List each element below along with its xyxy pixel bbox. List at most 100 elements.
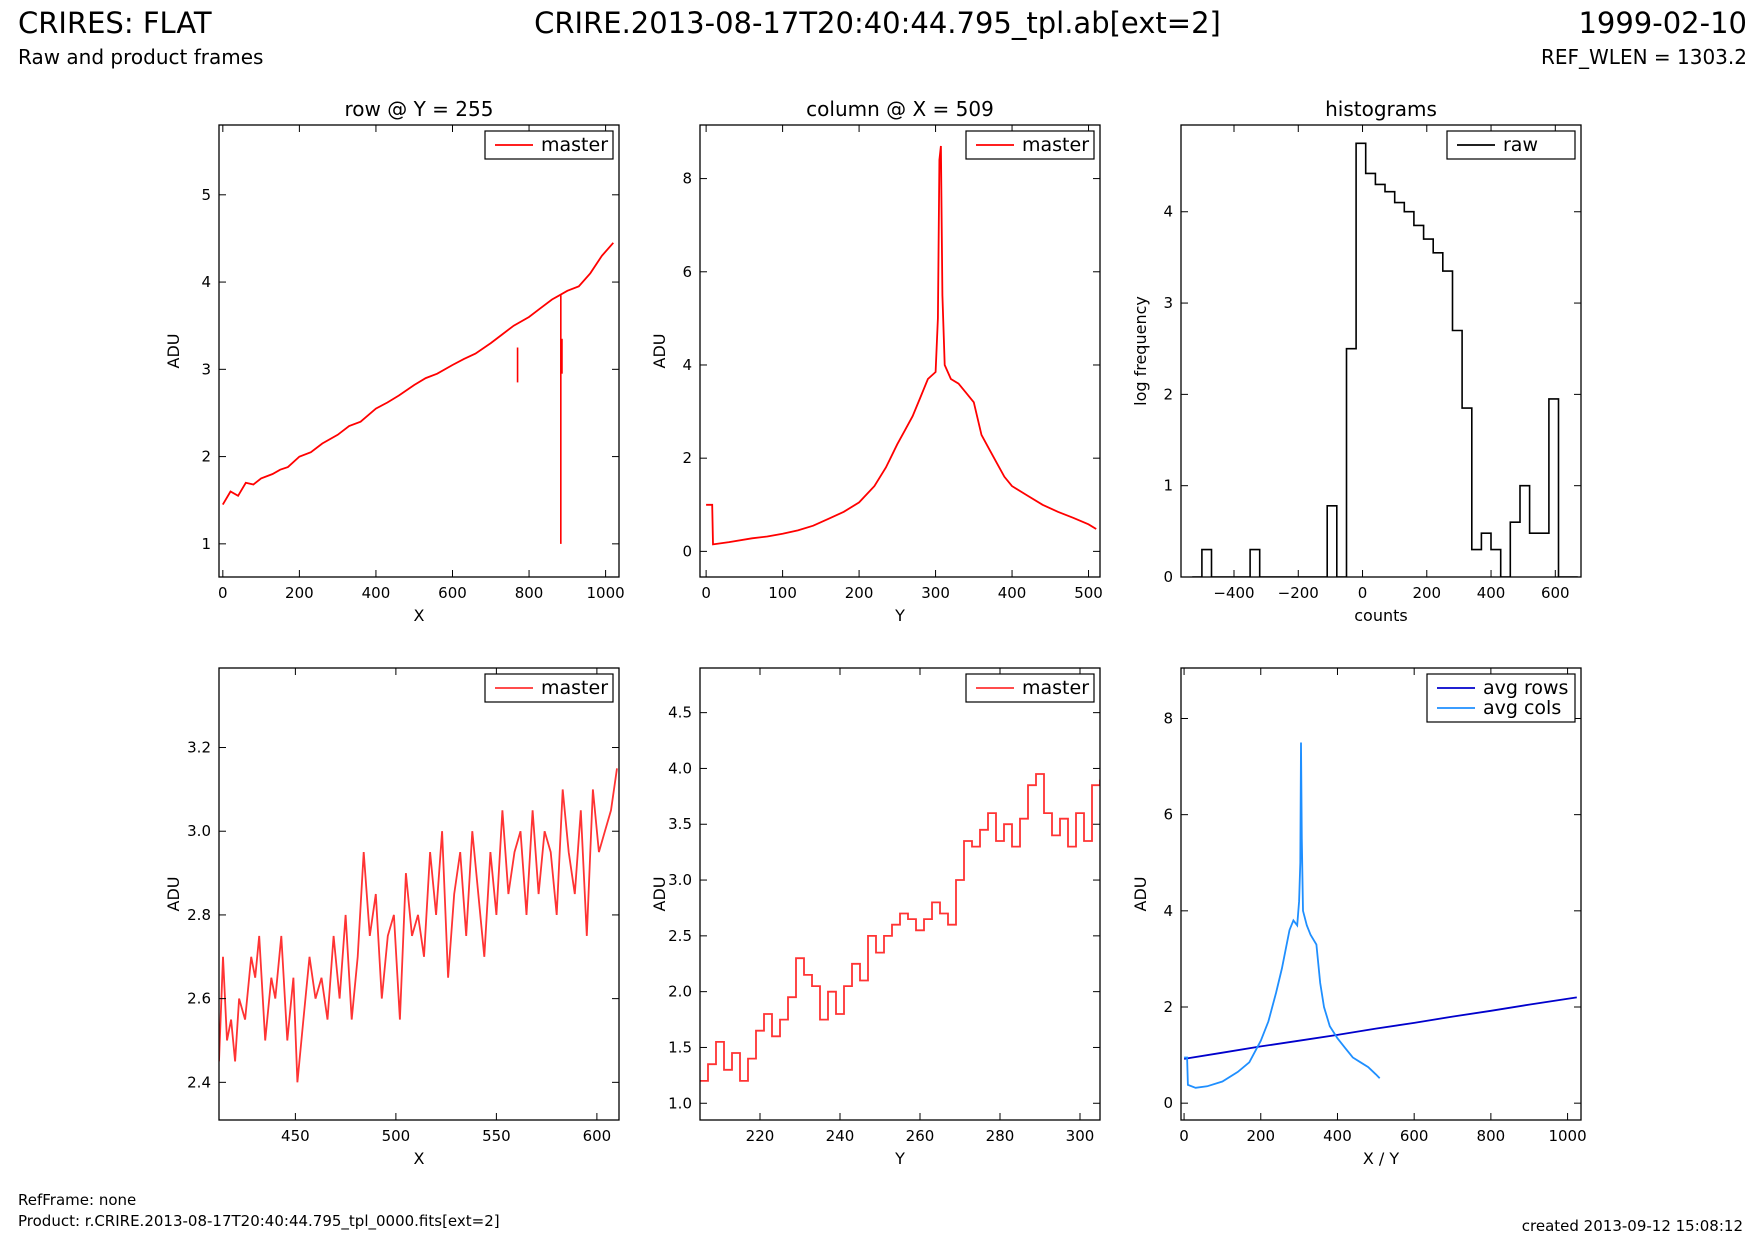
product-label: Product: r.CRIRE.2013-08-17T20:40:44.795…: [18, 1212, 500, 1230]
plot-frame: [1180, 124, 1582, 578]
y-axis-label: log frequency: [1131, 296, 1150, 406]
y-tick-label: 3.2: [187, 739, 211, 757]
y-axis-label: ADU: [1131, 877, 1150, 912]
plot-frame: [218, 667, 620, 1121]
x-axis-label: Y: [894, 606, 905, 625]
x-tick-label: 500: [382, 1127, 411, 1145]
chart-avg: 0 200 400 600 800 1000 0 2 4 6 8 X / Y ADU avg rowsav…: [1131, 667, 1587, 1168]
x-axis-label: X: [414, 1149, 425, 1168]
app-title: CRIRES: FLAT: [18, 6, 212, 40]
y-tick-label: 2: [1163, 385, 1173, 403]
x-tick-label: 200: [285, 584, 314, 602]
x-tick-label: 100: [768, 584, 797, 602]
chart-title: column @ X = 509: [806, 97, 994, 121]
legend-label: raw: [1503, 134, 1538, 156]
y-tick-label: 6: [1163, 806, 1173, 824]
x-tick-label: 240: [826, 1127, 855, 1145]
x-tick-label: 550: [482, 1127, 511, 1145]
legend: raw: [1446, 130, 1576, 160]
x-tick-label: 400: [1477, 584, 1506, 602]
series-line-0: [706, 145, 1097, 546]
y-axis-label: ADU: [164, 334, 183, 369]
series-line-0: [222, 242, 614, 506]
y-tick-label: 2: [682, 449, 692, 467]
y-tick-label: 4: [201, 273, 211, 291]
x-axis-label: X: [414, 606, 425, 625]
y-tick-label: 2.4: [187, 1073, 211, 1091]
x-tick-label: 0: [701, 584, 711, 602]
legend-label: avg rows: [1483, 677, 1568, 699]
x-tick-label: 300: [1066, 1127, 1095, 1145]
chart-title: histograms: [1325, 97, 1437, 121]
x-tick-label: 200: [845, 584, 874, 602]
plot-frame: [699, 124, 1101, 578]
x-tick-label: 800: [515, 584, 544, 602]
plot-frame: [699, 667, 1101, 1121]
chart-title: row @ Y = 255: [345, 97, 494, 121]
plot-frame: [218, 124, 620, 578]
x-tick-label: 450: [281, 1127, 310, 1145]
x-tick-label: 200: [1246, 1127, 1275, 1145]
series-line-0: [700, 773, 1100, 1082]
x-tick-label: −400: [1213, 584, 1254, 602]
file-title: CRIRE.2013-08-17T20:40:44.795_tpl.ab[ext…: [534, 6, 1221, 40]
legend: master: [484, 130, 614, 160]
y-tick-label: 3.0: [668, 871, 692, 889]
x-axis-label: X / Y: [1363, 1149, 1400, 1168]
x-tick-label: 400: [362, 584, 391, 602]
ref-frame-label: RefFrame: none: [18, 1191, 137, 1209]
y-tick-label: 4: [682, 356, 692, 374]
legend: master: [484, 673, 614, 703]
y-tick-label: 3.0: [187, 822, 211, 840]
x-tick-label: 260: [906, 1127, 935, 1145]
x-tick-label: −200: [1278, 584, 1319, 602]
y-tick-label: 4: [1163, 203, 1173, 221]
x-tick-label: 400: [998, 584, 1027, 602]
y-tick-label: 0: [682, 542, 692, 560]
x-tick-label: 200: [1412, 584, 1441, 602]
y-tick-label: 1.0: [668, 1094, 692, 1112]
y-tick-label: 8: [682, 170, 692, 188]
subtitle: Raw and product frames: [18, 45, 264, 69]
x-tick-label: 400: [1323, 1127, 1352, 1145]
series-line-1: [1184, 742, 1381, 1089]
date-label: 1999-02-10: [1578, 6, 1747, 40]
series-line-0: [1183, 996, 1577, 1060]
chart-row-zoom: 450 500 550 600 2.4 2.6 2.8 3.0 3.2 X ADU master: [164, 667, 620, 1168]
x-tick-label: 600: [438, 584, 467, 602]
x-tick-label: 0: [1179, 1127, 1189, 1145]
y-tick-label: 8: [1163, 709, 1173, 727]
legend-label: avg cols: [1483, 697, 1561, 719]
chart-histogram: histograms −400 −200 0 200 400 600 0 1 2 3 4 counts l…: [1131, 97, 1582, 625]
legend: master: [965, 673, 1095, 703]
y-tick-label: 4.5: [668, 704, 692, 722]
chart-row-full: row @ Y = 255 0 200 400 600 800 1000 1 2 3 4 5 X ADU m…: [164, 97, 625, 625]
x-tick-label: 1000: [587, 584, 625, 602]
x-tick-label: 500: [1074, 584, 1103, 602]
y-tick-label: 3: [1163, 294, 1173, 312]
legend-label: master: [1022, 677, 1089, 699]
legend: master: [965, 130, 1095, 160]
y-axis-label: ADU: [164, 877, 183, 912]
ref-wlen-label: REF_WLEN = 1303.2: [1540, 45, 1747, 69]
x-tick-label: 600: [1541, 584, 1570, 602]
x-tick-label: 1000: [1548, 1127, 1586, 1145]
y-tick-label: 6: [682, 263, 692, 281]
y-tick-label: 4: [1163, 902, 1173, 920]
y-axis-label: ADU: [650, 877, 669, 912]
legend-label: master: [1022, 134, 1089, 156]
y-tick-label: 2: [201, 448, 211, 466]
x-tick-label: 0: [218, 584, 228, 602]
x-tick-label: 800: [1477, 1127, 1506, 1145]
y-tick-label: 2.0: [668, 983, 692, 1001]
legend-label: master: [541, 134, 608, 156]
y-tick-label: 3.5: [668, 815, 692, 833]
y-tick-label: 1: [1163, 477, 1173, 495]
y-tick-label: 4.0: [668, 759, 692, 777]
created-label: created 2013-09-12 15:08:12: [1521, 1217, 1743, 1235]
y-tick-label: 0: [1163, 568, 1173, 586]
chart-col-full: column @ X = 509 0 100 200 300 400 500 0 2 4 6 8 Y AD…: [650, 97, 1103, 625]
x-tick-label: 300: [921, 584, 950, 602]
